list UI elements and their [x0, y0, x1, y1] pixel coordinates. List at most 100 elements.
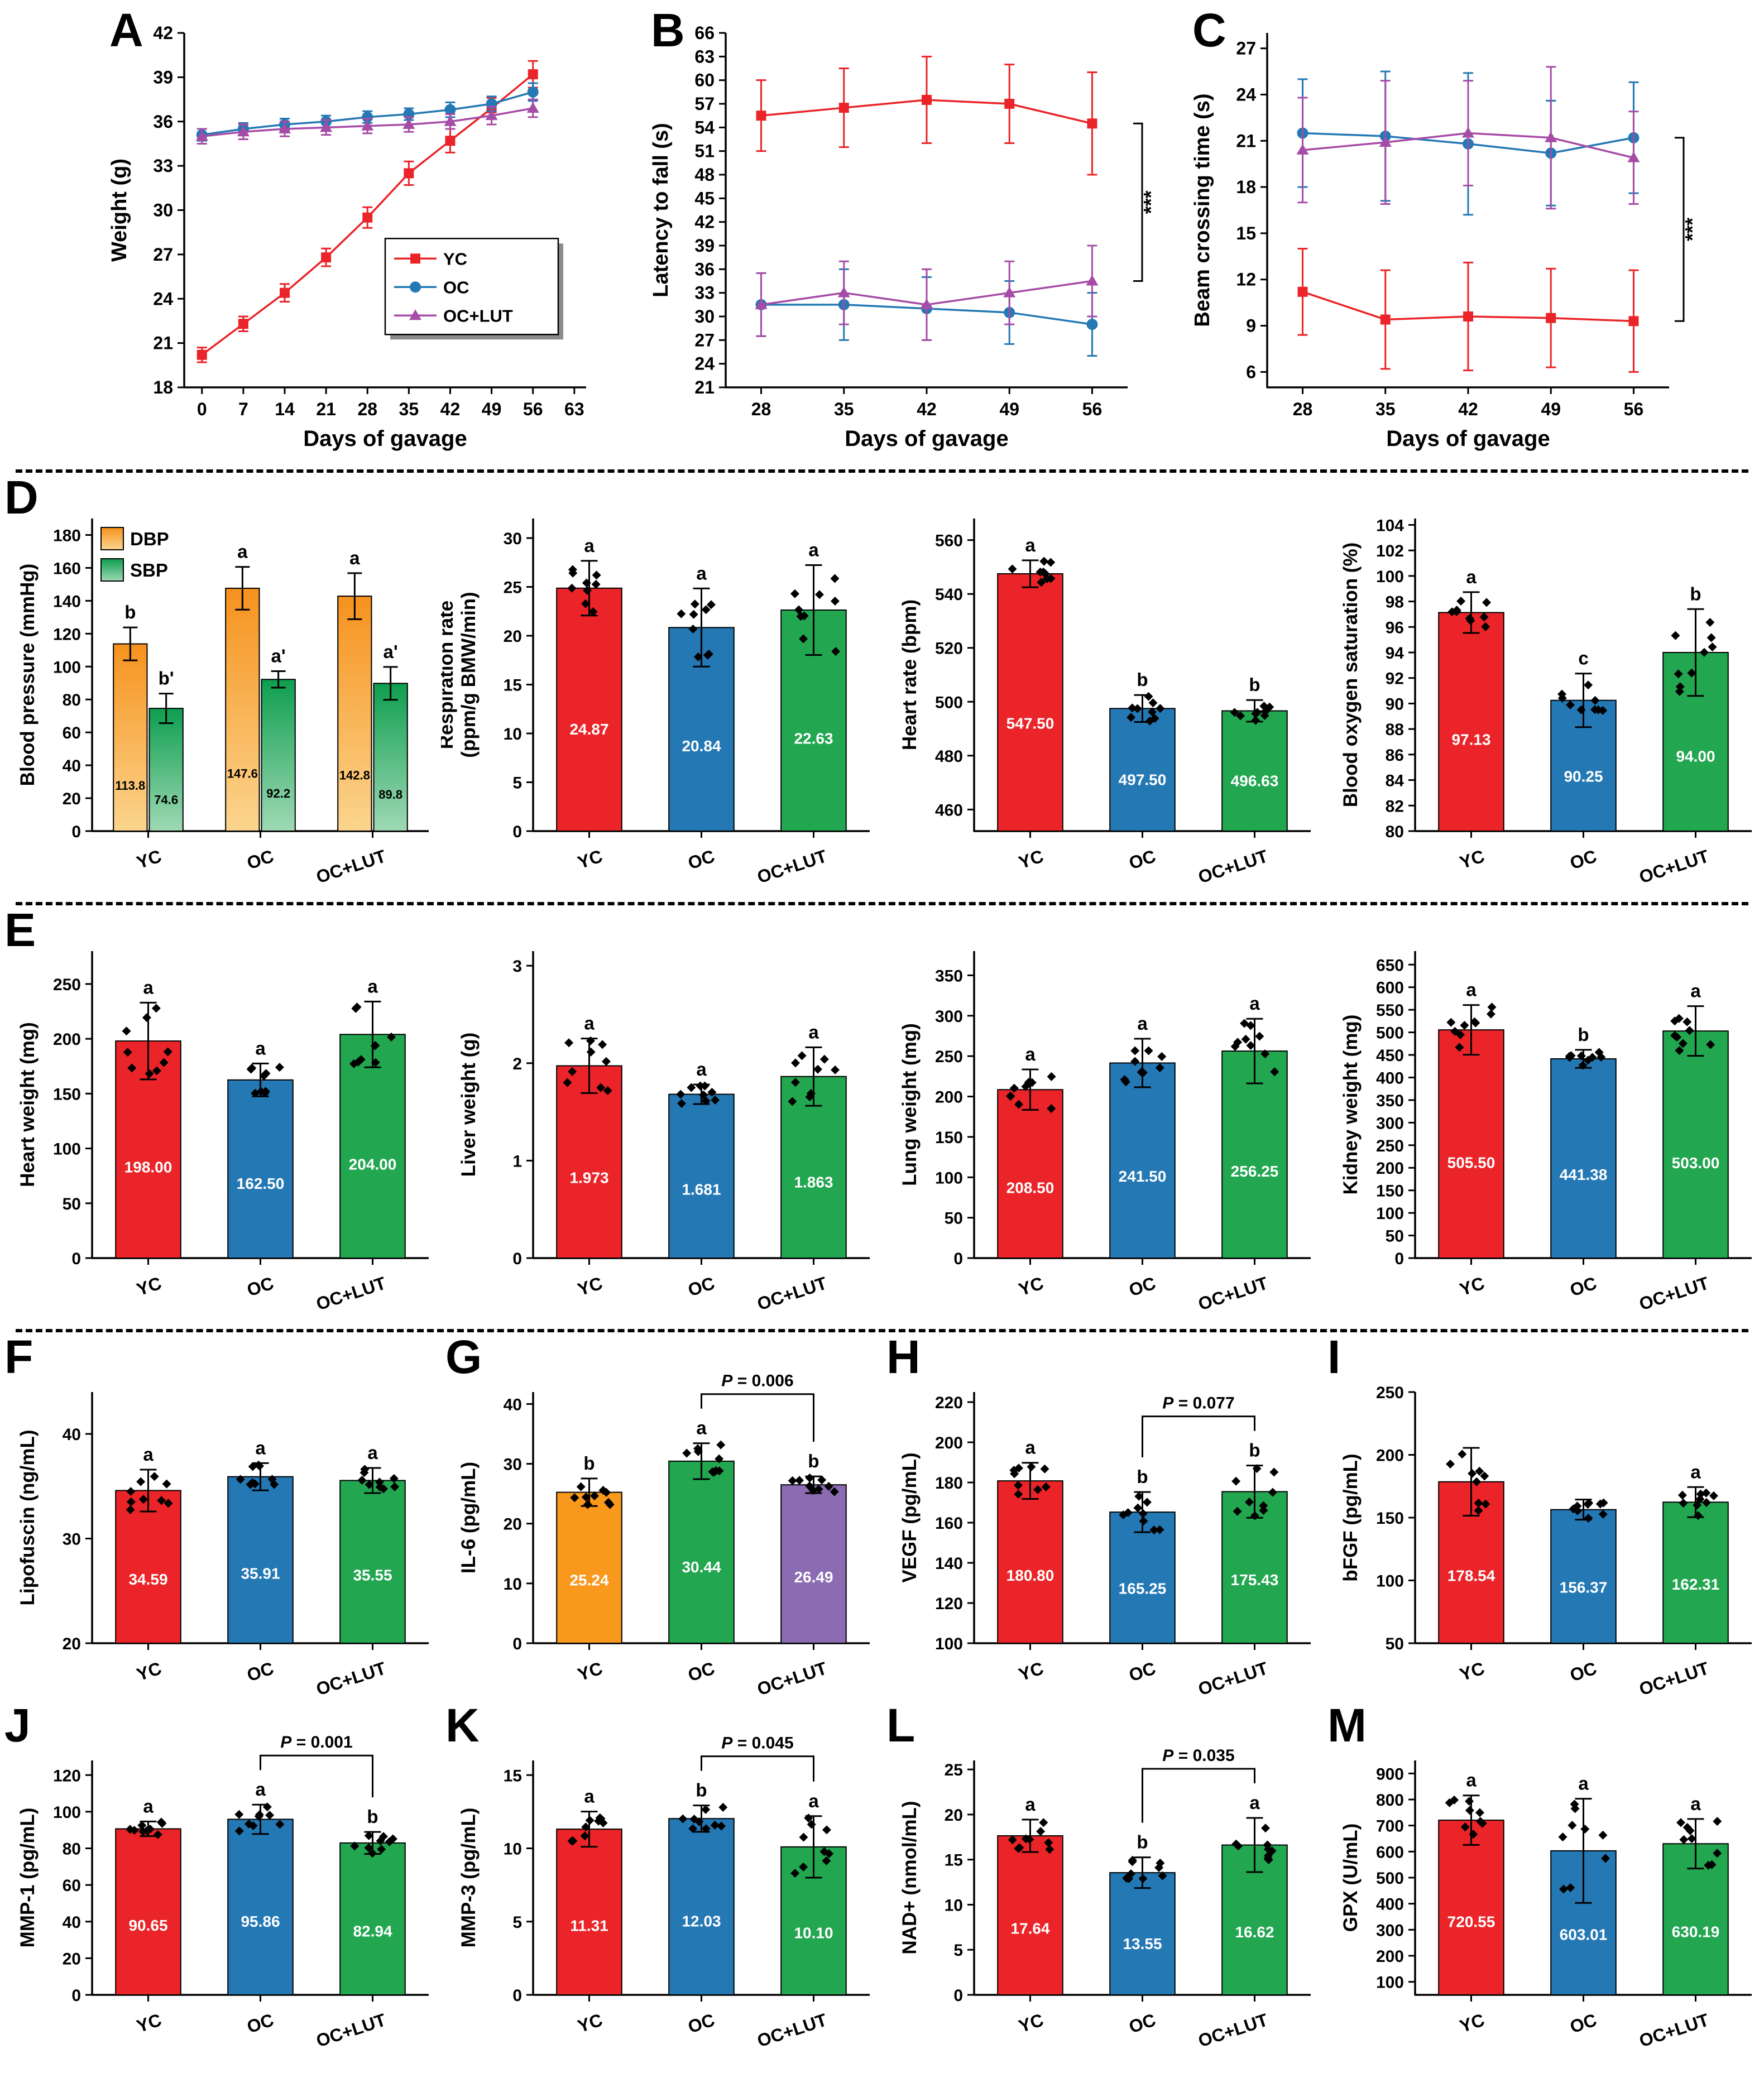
- sig-letter: b: [583, 1453, 595, 1474]
- y-tick-label: 300: [1376, 1921, 1404, 1940]
- x-tick-label: 42: [917, 399, 937, 419]
- scatter-point: [1142, 1498, 1152, 1507]
- scatter-point: [1598, 1830, 1608, 1840]
- scatter-point: [788, 1097, 797, 1106]
- scatter-point: [1123, 1508, 1133, 1517]
- y-tick-label: 30: [504, 1456, 522, 1474]
- bar-value-label: 13.55: [1123, 1935, 1162, 1952]
- scatter-point: [1597, 1053, 1606, 1062]
- x-tick-label: 28: [357, 399, 377, 419]
- bar-value-label: 92.2: [266, 786, 290, 800]
- scatter-point: [126, 1497, 136, 1506]
- bar-value-label: 256.25: [1231, 1163, 1279, 1180]
- y-axis-label: GPX (U/mL): [1340, 1824, 1362, 1932]
- dashed-separator: [16, 902, 1748, 905]
- y-tick-label: 560: [935, 532, 963, 550]
- x-tick-label: 49: [999, 399, 1019, 419]
- sig-letter: c: [1578, 648, 1588, 669]
- scatter-point: [581, 599, 591, 608]
- scatter-point: [1584, 1498, 1594, 1508]
- y-tick-label: 15: [504, 1767, 522, 1785]
- scatter-point: [1122, 1874, 1132, 1883]
- x-category-label: OC+LUT: [1637, 2009, 1712, 2051]
- x-tick-label: 0: [197, 399, 207, 419]
- scatter-point: [710, 1820, 720, 1830]
- marker-square: [321, 252, 332, 263]
- y-tick-label: 100: [1376, 1974, 1404, 1992]
- significance-label: ***: [1139, 190, 1162, 214]
- marker-triangle: [1003, 286, 1016, 297]
- scatter-point: [1260, 1049, 1270, 1059]
- scatter-point: [701, 1096, 711, 1106]
- scatter-point: [1447, 607, 1457, 617]
- scatter-point: [570, 1493, 579, 1503]
- sig-letter: a: [143, 1796, 154, 1816]
- lipofuscin-bar-chart: 20 30 40 Lipofuscin (ng/mL) YC OC OC+LUT 34.59 a…: [0, 1339, 441, 1707]
- scatter-point: [1037, 578, 1046, 587]
- y-tick-label: 18: [1236, 177, 1256, 197]
- pvalue-label: P = 0.077: [1162, 1394, 1234, 1413]
- scatter-point: [142, 1013, 151, 1023]
- bar-value-label: 89.8: [378, 788, 402, 802]
- scatter-point: [699, 1090, 708, 1100]
- y-tick-label: 15: [945, 1851, 963, 1870]
- scatter-point: [164, 1499, 173, 1508]
- scatter-point: [701, 605, 711, 615]
- x-tick-label: 42: [440, 399, 461, 419]
- y-tick-label: 15: [1236, 223, 1256, 243]
- scatter-point: [1013, 1481, 1023, 1490]
- scatter-point: [1127, 713, 1136, 722]
- scatter-point: [1695, 1494, 1705, 1504]
- scatter-point: [1707, 633, 1716, 642]
- scatter-point: [248, 1462, 257, 1471]
- scatter-point: [1045, 1845, 1054, 1854]
- bar-YC: [115, 1490, 181, 1644]
- marker-triangle: [409, 309, 421, 320]
- y-tick-label: 0: [512, 1250, 522, 1268]
- bar-DBP-OC: [225, 587, 260, 832]
- y-tick-label: 100: [935, 1635, 963, 1653]
- scatter-point: [805, 1092, 814, 1102]
- y-tick-label: 42: [153, 23, 173, 43]
- scatter-point: [1565, 1053, 1574, 1062]
- scatter-point: [1138, 1509, 1148, 1518]
- scatter-point: [1234, 1841, 1243, 1851]
- marker-square: [756, 111, 766, 121]
- scatter-point: [1696, 1489, 1705, 1499]
- x-category-label: YC: [575, 2009, 605, 2036]
- x-tick-label: 56: [523, 399, 543, 419]
- x-tick-label: 28: [751, 399, 771, 419]
- bar-value-label: 142.8: [339, 768, 370, 782]
- y-tick-label: 88: [1386, 721, 1404, 739]
- x-axis-label: Days of gavage: [1386, 426, 1550, 451]
- y-tick-label: 36: [153, 112, 173, 132]
- scatter-point: [1458, 1450, 1467, 1459]
- chart-svg-15: 0 20 40 60 80 100 120 MMP-1 (pg/mL) YC OC OC+LUT 90…: [17, 1733, 429, 2051]
- scatter-point: [831, 647, 841, 656]
- bar-value-label: 97.13: [1451, 731, 1490, 748]
- panel-d-oxygen: 80 82 84 86 88 90 92 94 96 98 100 102 104 Blood oxyge…: [1323, 479, 1764, 895]
- bar-DBP-OC+LUT: [337, 596, 372, 832]
- scatter-point: [1155, 1525, 1164, 1534]
- x-tick-label: 35: [834, 399, 854, 419]
- marker-square: [838, 103, 849, 113]
- scatter-point: [718, 1803, 728, 1812]
- bar-value-label: 24.87: [569, 721, 608, 738]
- y-tick-label: 24: [694, 354, 715, 374]
- y-tick-label: 200: [1376, 1947, 1404, 1966]
- y-axis-label: VEGF (pg/mL): [899, 1452, 921, 1582]
- scatter-point: [795, 1476, 804, 1485]
- bar-value-label: 180.80: [1006, 1567, 1054, 1584]
- x-category-label: OC: [686, 846, 717, 873]
- scatter-point: [1119, 1510, 1128, 1519]
- bar-value-label: 90.65: [128, 1917, 167, 1934]
- x-category-label: OC: [1568, 1658, 1599, 1685]
- y-tick-label: 5: [512, 1913, 522, 1932]
- y-tick-label: 350: [1376, 1092, 1404, 1110]
- scatter-point: [1482, 598, 1491, 607]
- scatter-point: [1682, 1823, 1692, 1832]
- y-tick-label: 0: [71, 823, 81, 841]
- y-tick-label: 20: [63, 1635, 81, 1653]
- y-tick-label: 60: [694, 70, 715, 90]
- marker-triangle: [237, 126, 250, 137]
